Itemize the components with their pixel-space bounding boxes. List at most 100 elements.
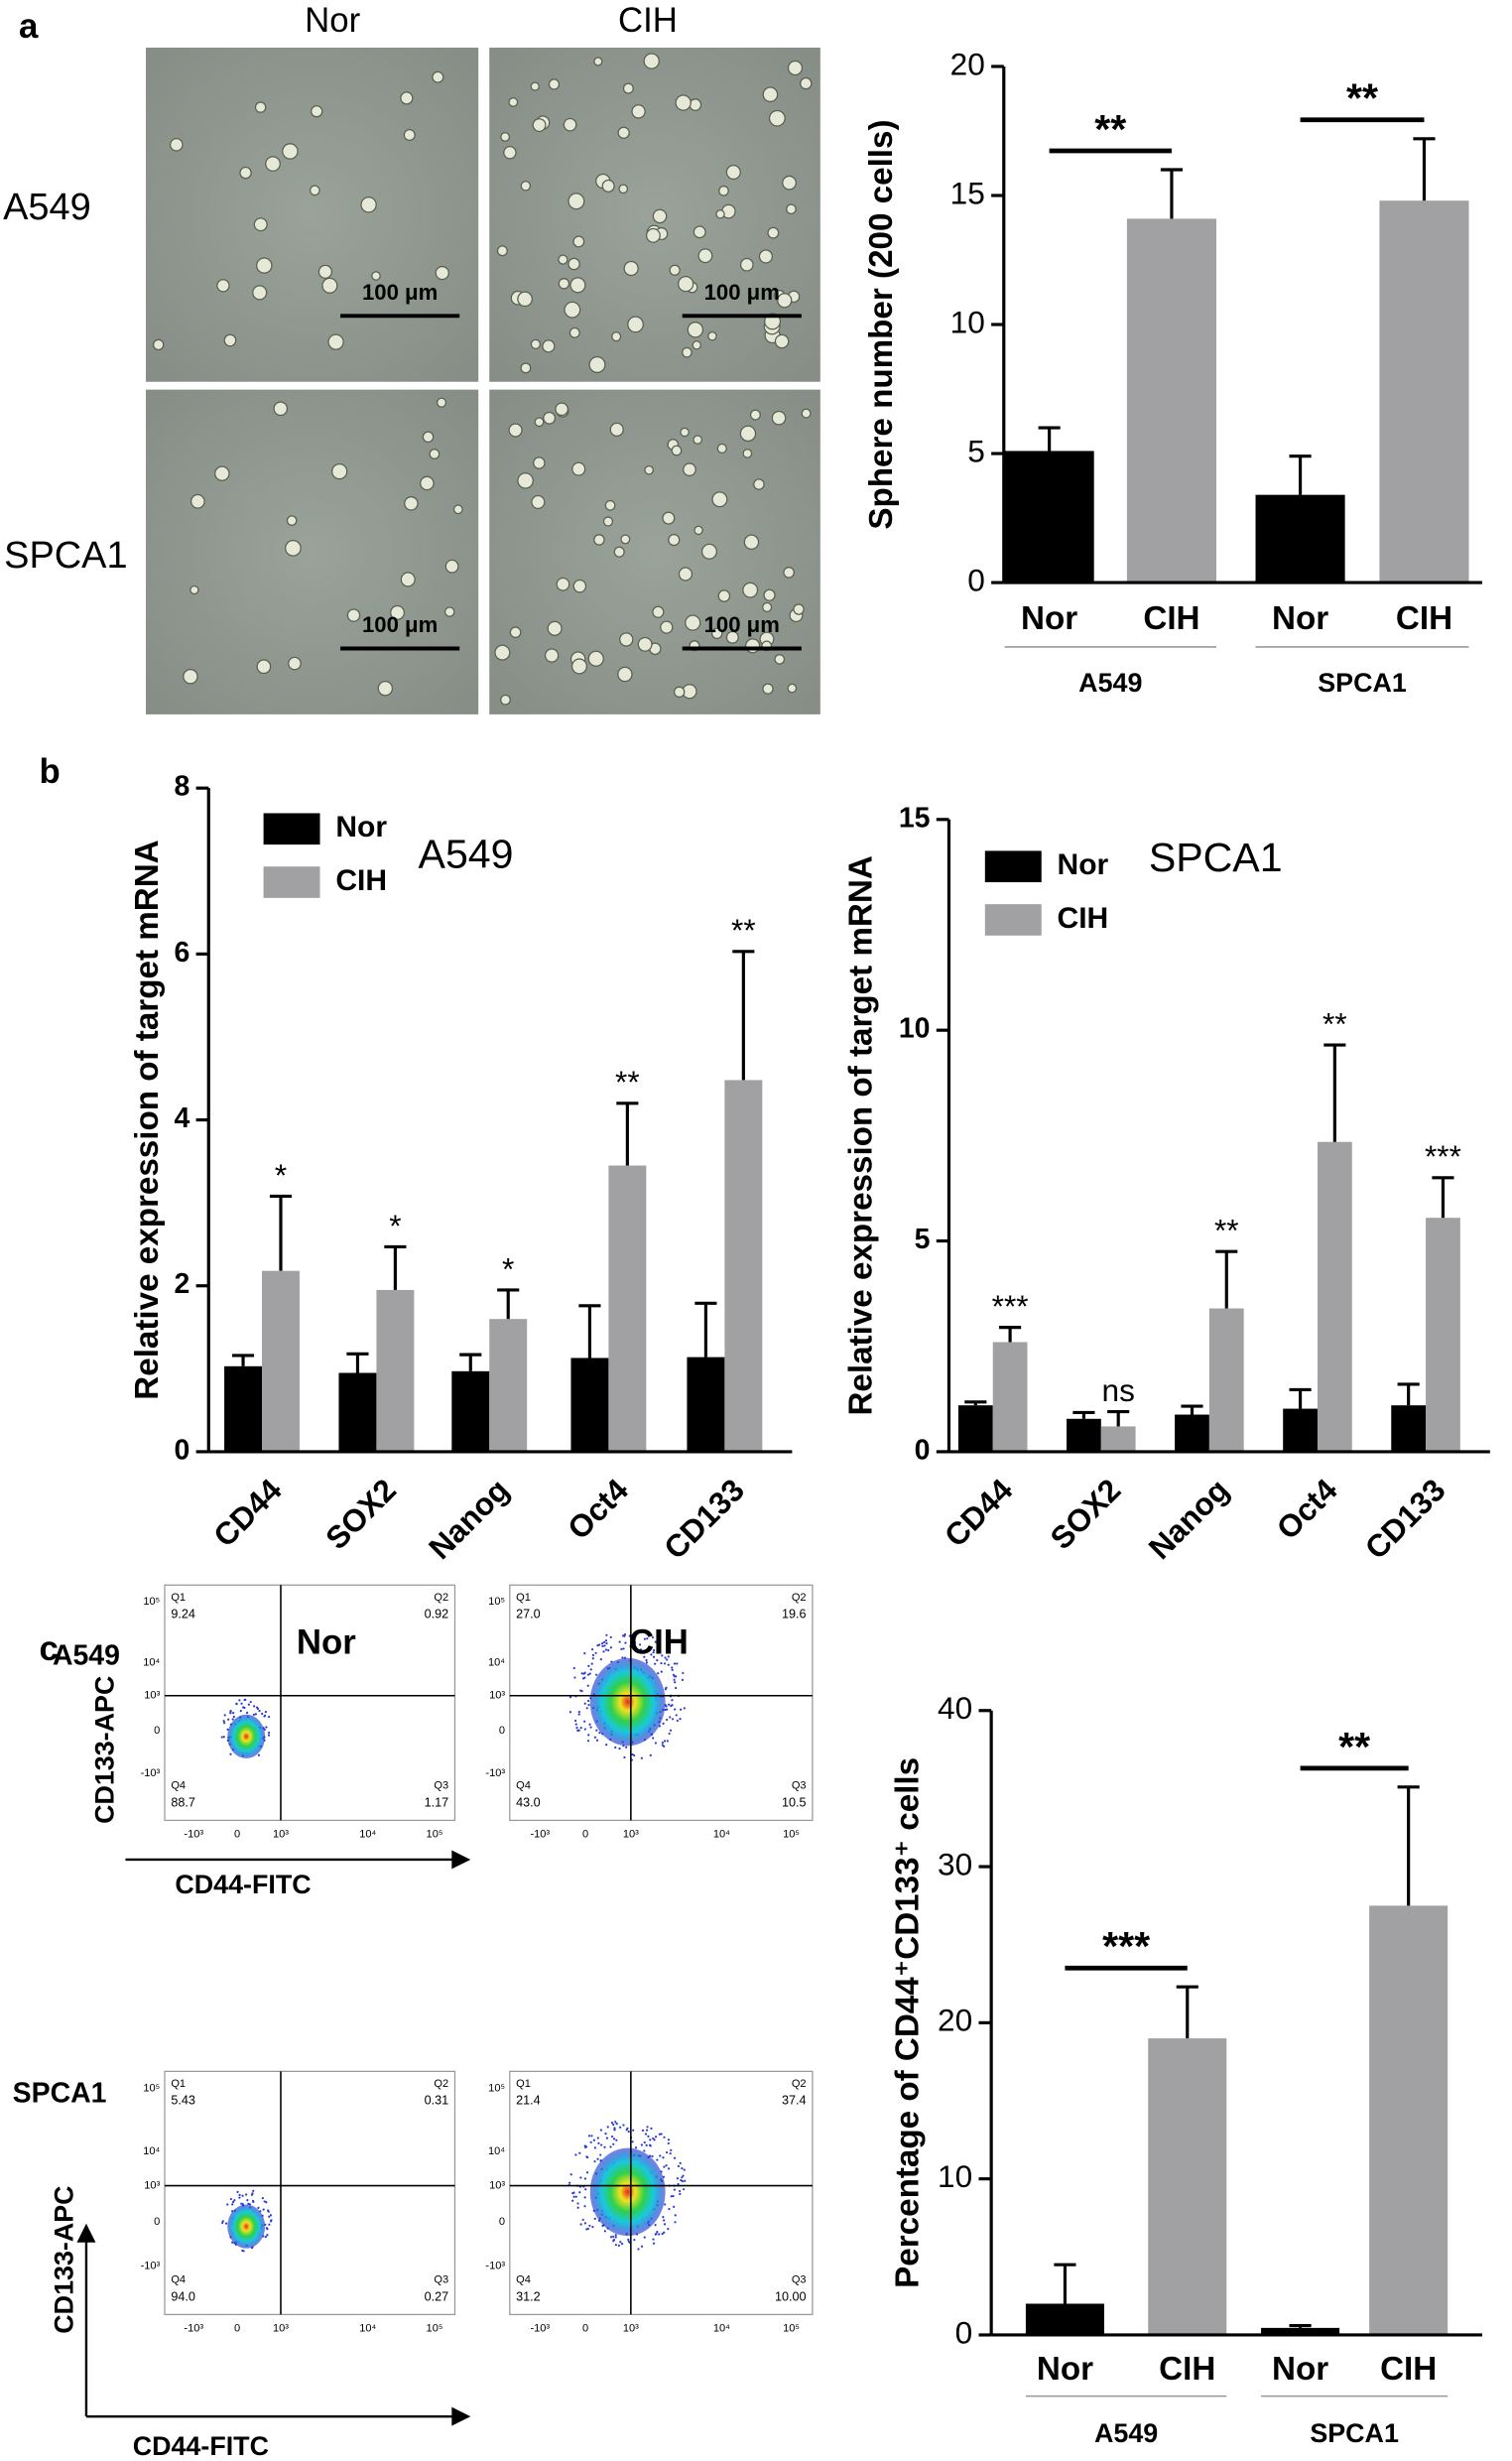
bar — [687, 1357, 725, 1452]
cell — [265, 156, 281, 172]
group-label: SPCA1 — [1318, 668, 1407, 698]
x-tick-label: Oct4 — [561, 1472, 635, 1546]
event-dot — [662, 2215, 665, 2219]
error-bar — [1181, 1404, 1203, 1415]
cell — [317, 264, 332, 279]
error-bar — [1397, 1382, 1420, 1406]
event-dot — [673, 1662, 677, 1665]
cell — [609, 422, 624, 437]
row-label: SPCA1 — [13, 2078, 107, 2110]
quadrant-value: 88.7 — [171, 1795, 195, 1809]
cell — [311, 105, 323, 118]
flow-x-tick: -10³ — [184, 2323, 203, 2335]
cell — [718, 185, 729, 196]
event-dot — [624, 1641, 627, 1644]
quadrant-value: 94.0 — [171, 2289, 195, 2303]
legend-label: Nor — [1058, 848, 1109, 881]
event-dot — [240, 1702, 243, 1705]
density — [589, 1657, 666, 1747]
event-dot — [591, 2225, 594, 2229]
event-dot — [583, 1652, 586, 1655]
event-dot — [265, 1726, 268, 1729]
event-dot — [668, 1703, 671, 1706]
y-tick-label: 15 — [899, 802, 931, 834]
event-dot — [666, 1740, 669, 1743]
row-label: A549 — [3, 187, 91, 228]
cell — [678, 567, 693, 582]
scale-bar-label: 100 μm — [704, 280, 780, 305]
error-bar — [1323, 1043, 1346, 1142]
event-dot — [658, 2133, 661, 2136]
x-tick-label: Nor — [1021, 600, 1077, 637]
flow-x-tick: -10³ — [530, 2323, 550, 2335]
cell — [377, 681, 394, 697]
event-dot — [614, 2236, 617, 2239]
flow-x-tick: -10³ — [530, 1829, 550, 1841]
event-dot — [658, 2233, 661, 2236]
cell — [543, 411, 557, 425]
cell — [673, 686, 686, 699]
event-dot — [247, 1703, 250, 1706]
cell — [783, 567, 795, 579]
event-dot — [643, 1637, 647, 1640]
event-dot — [659, 2154, 662, 2157]
event-dot — [590, 1647, 594, 1651]
bar — [1317, 1141, 1352, 1452]
event-dot — [243, 1706, 246, 1710]
event-dot — [638, 1643, 642, 1646]
event-dot — [588, 2224, 591, 2228]
panel-label: c — [40, 1630, 59, 1668]
event-dot — [574, 2195, 577, 2198]
significance-label: *** — [1102, 1923, 1150, 1969]
event-dot — [583, 1676, 586, 1679]
event-dot — [267, 1716, 271, 1719]
event-dot — [232, 1712, 235, 1715]
error-bar — [1289, 1387, 1312, 1409]
cell — [660, 620, 674, 634]
x-tick-label: Nor — [1272, 2351, 1328, 2388]
cell — [189, 493, 205, 509]
y-tick-label: 5 — [967, 433, 985, 468]
x-tick-label: Oct4 — [1269, 1472, 1343, 1546]
cell — [509, 626, 522, 639]
event-dot — [672, 2194, 675, 2198]
bar — [724, 1080, 763, 1452]
event-dot — [671, 1704, 674, 1707]
event-dot — [675, 1714, 678, 1717]
cell — [404, 496, 419, 511]
event-dot — [618, 1747, 621, 1750]
event-dot — [222, 1721, 226, 1725]
event-dot — [673, 1678, 676, 1681]
event-dot — [579, 2223, 582, 2226]
event-dot — [609, 2145, 612, 2148]
event-dot — [652, 1651, 655, 1654]
event-dot — [674, 1708, 677, 1711]
event-dot — [667, 2167, 671, 2170]
error-bar — [1432, 1176, 1454, 1219]
cell — [570, 658, 587, 675]
panel-label: a — [19, 8, 39, 46]
cell — [774, 333, 790, 349]
event-dot — [627, 2130, 630, 2134]
event-dot — [231, 2200, 235, 2204]
event-dot — [615, 2122, 618, 2126]
event-dot — [249, 1700, 252, 1704]
cell — [256, 659, 272, 675]
chart-title: SPCA1 — [1149, 835, 1283, 880]
event-dot — [233, 2199, 236, 2202]
event-dot — [625, 1746, 628, 1749]
event-dot — [653, 2138, 656, 2141]
cell — [239, 166, 252, 180]
error-bar — [1176, 1985, 1198, 2039]
y-tick-label: 30 — [938, 1846, 972, 1881]
cell — [571, 461, 586, 476]
event-dot — [578, 2151, 581, 2154]
bar — [1261, 2327, 1340, 2335]
event-dot — [656, 1659, 659, 1662]
event-dot — [654, 2224, 657, 2227]
significance-label: ** — [1094, 106, 1126, 152]
cell — [432, 70, 444, 83]
cell — [285, 539, 302, 557]
event-dot — [585, 2228, 588, 2231]
